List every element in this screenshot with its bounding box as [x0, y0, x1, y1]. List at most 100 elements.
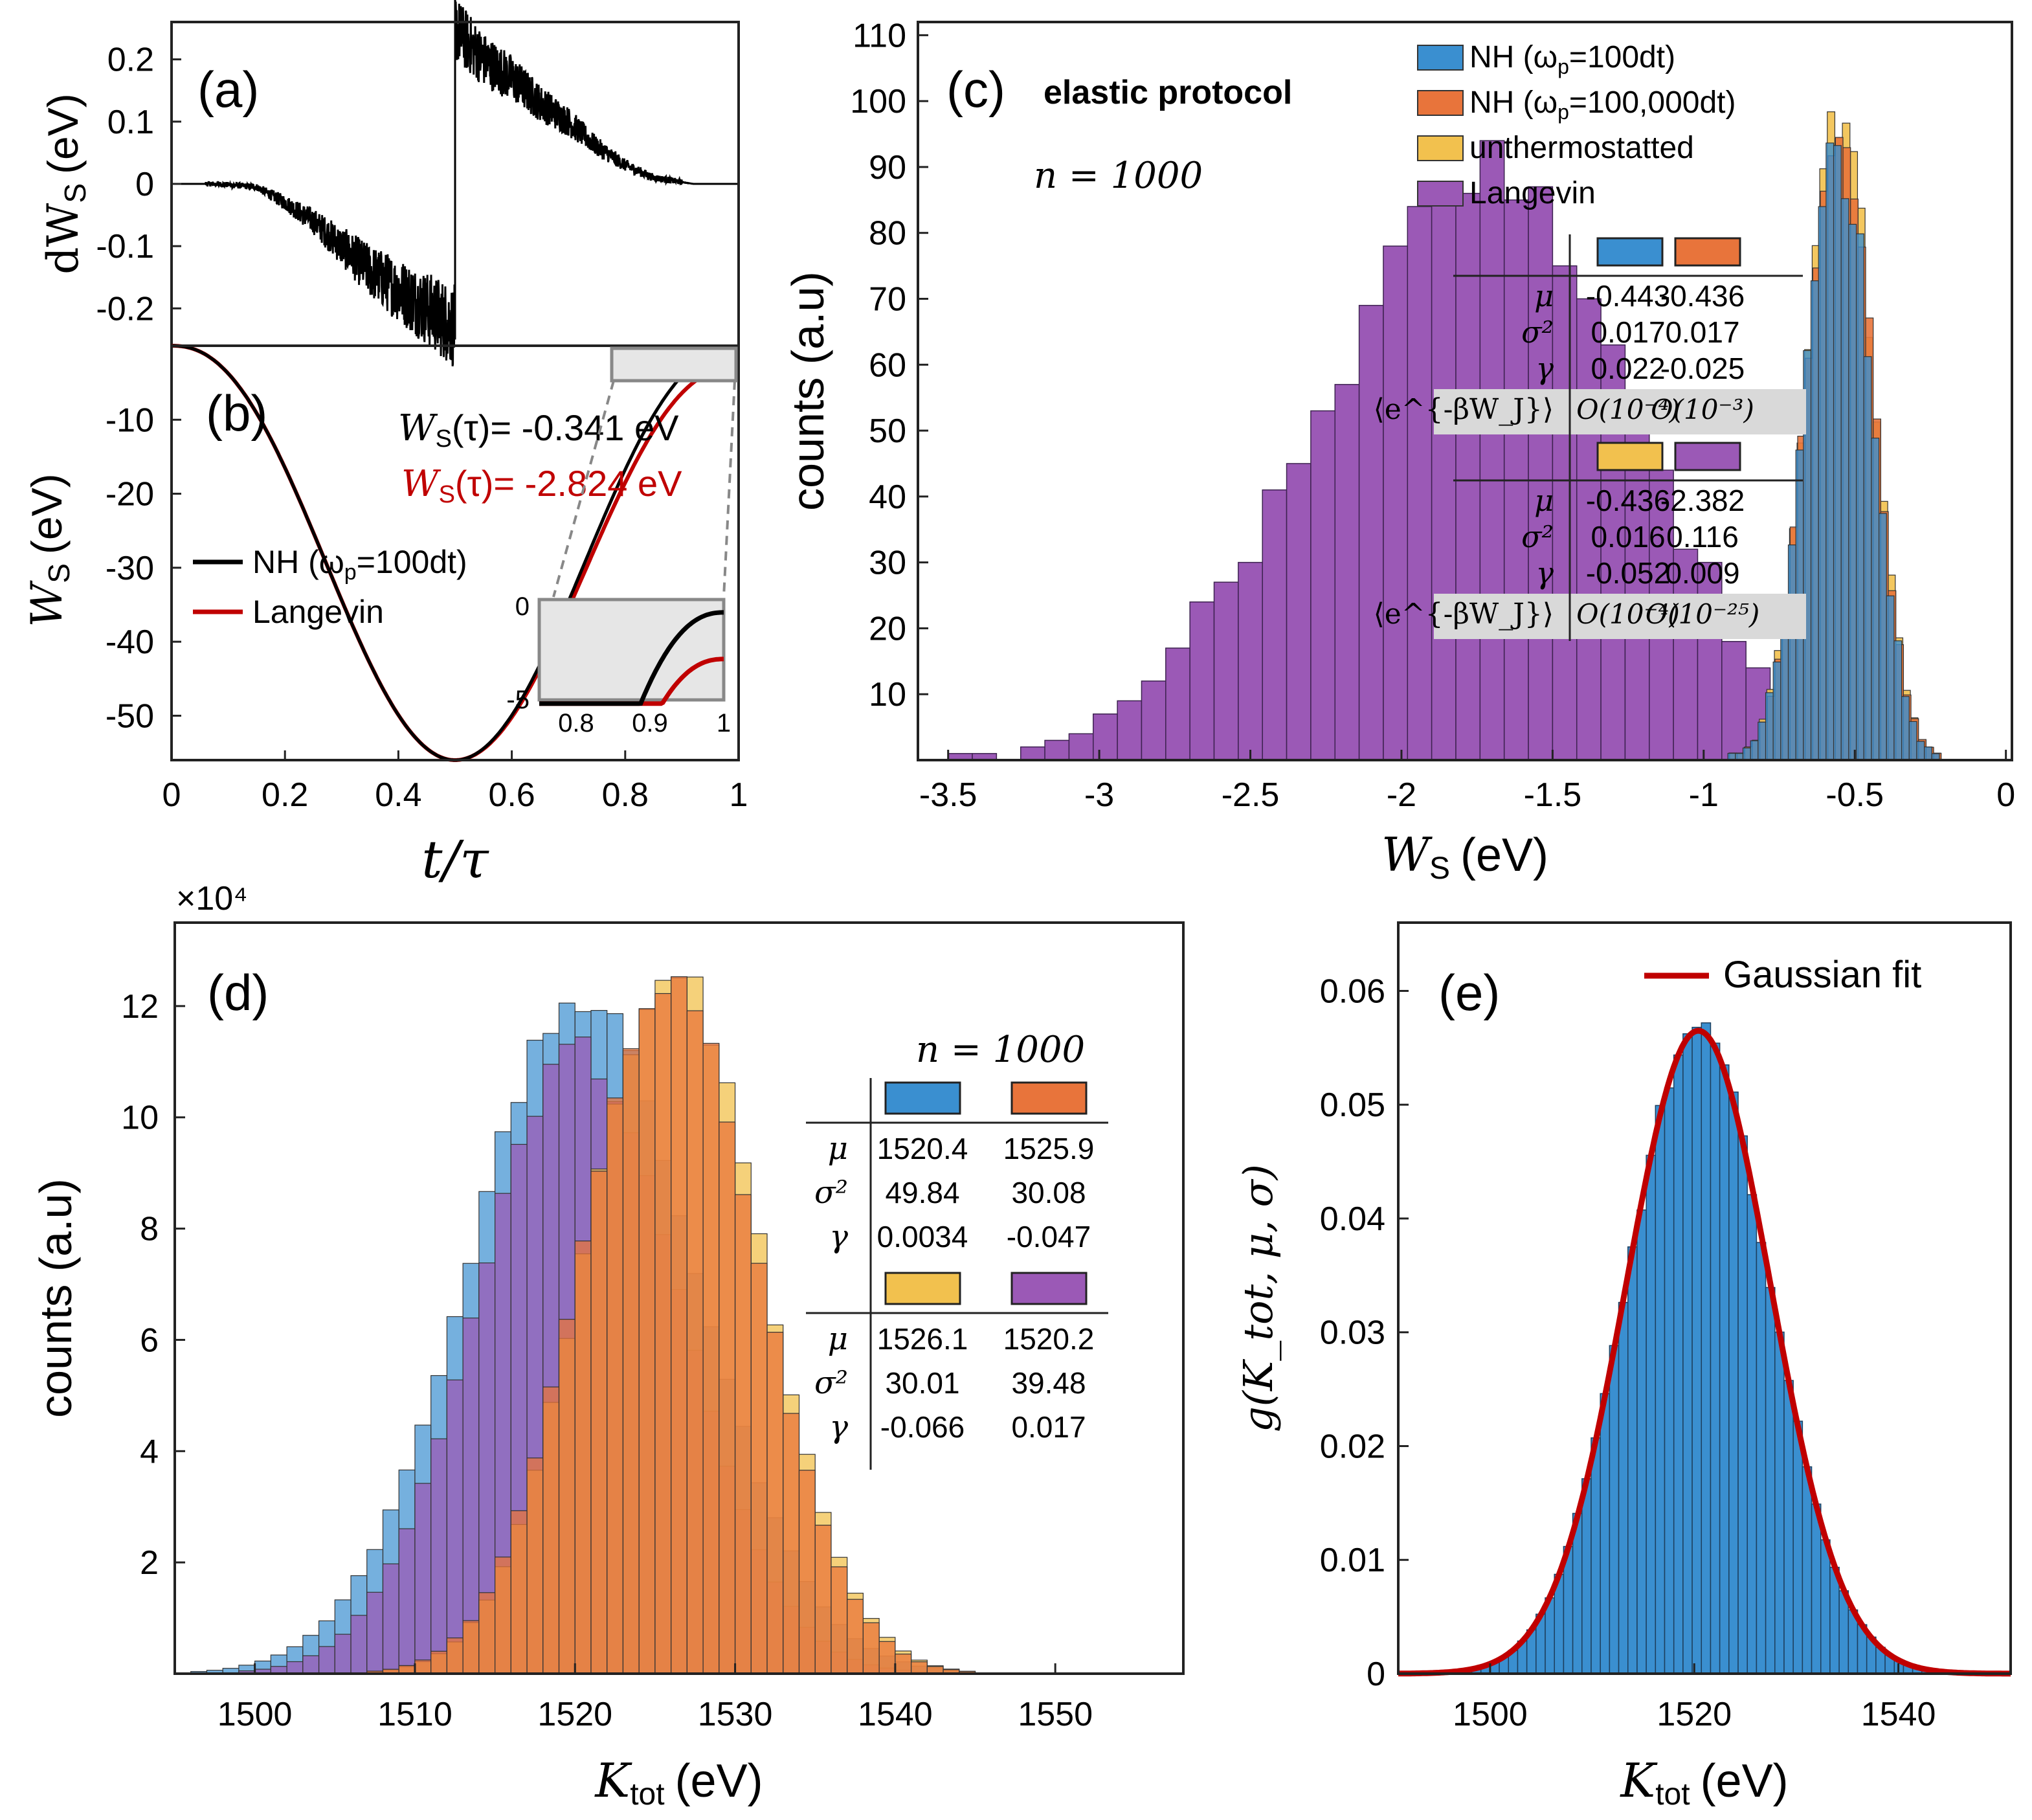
panel-d-nh100000-bar — [510, 1510, 528, 1674]
panel-d-nh100000-bar — [750, 1263, 768, 1674]
panel-c-title: elastic protocol — [1044, 74, 1292, 111]
panel-c-ytick-label: 50 — [869, 412, 906, 450]
panel-d-nh100000-bar — [766, 1332, 784, 1674]
table-cell: 0.009 — [1665, 556, 1739, 590]
panel-c-nh100-bar — [1848, 223, 1857, 761]
table-cell: 39.48 — [1011, 1366, 1086, 1400]
legend-swatch-nh100 — [1417, 45, 1464, 71]
panel-c-xtick-label: -1 — [1689, 776, 1719, 814]
panel-e-hist-bar — [1627, 1246, 1638, 1674]
table-swatch-nh100 — [884, 1081, 961, 1115]
panel-c-nh100-bar — [1855, 233, 1864, 761]
panel-e-xtick-label: 1520 — [1657, 1696, 1732, 1733]
table-row-label: γ — [829, 1219, 848, 1255]
table-swatch-nh100000 — [1674, 237, 1741, 267]
panel-e-hist-bar — [1664, 1087, 1675, 1674]
panel-c-langevin-bar — [1117, 700, 1143, 761]
legend-swatch-langevin — [1417, 181, 1464, 207]
panel-d-nh100000-bar — [734, 1194, 752, 1674]
panel-a-ytick-label: 0.1 — [107, 104, 154, 141]
panel-c-ytick-label: 90 — [869, 149, 906, 186]
table-swatch-langevin — [1674, 442, 1741, 471]
panel-c-nh100-bar — [1818, 206, 1827, 761]
panel-c-legend: NH (ωp=100dt) NH (ωp=100,000dt) unthermost… — [1417, 40, 1736, 210]
table-shade — [1434, 389, 1806, 434]
panel-c-nh100-bar — [1825, 142, 1835, 761]
panel-d-nh100000-bar — [622, 1048, 640, 1674]
panel-d-nh100000-bar — [446, 1637, 463, 1674]
legend-swatch-unthermo — [1417, 135, 1464, 161]
panel-c-nh100-bar — [1742, 747, 1751, 761]
panel-d-nh100000-bar — [558, 1319, 575, 1674]
panel-a-ytick-label: 0 — [135, 166, 154, 203]
panel-d-nh100000-bar — [798, 1470, 816, 1674]
panel-c-langevin-bar — [1431, 192, 1457, 761]
panel-d-langevin-bar — [430, 1438, 448, 1674]
table-cell: 1526.1 — [877, 1322, 968, 1356]
panel-d-nh100000-bar — [831, 1566, 848, 1674]
panel-d-nh100000-bar — [878, 1641, 896, 1674]
panel-b-xtick-label: 0.6 — [488, 776, 535, 814]
panel-c-langevin-bar — [1407, 206, 1433, 761]
panel-e-hist-bar — [1655, 1105, 1666, 1674]
panel-e-ytick-label: 0.04 — [1320, 1200, 1385, 1238]
legend-label-nh100000: NH (ωp=100,000dt) — [1469, 85, 1736, 124]
table-cell: -0.436 — [1586, 484, 1670, 517]
panel-d-nh100000-bar — [847, 1599, 864, 1674]
table-swatch-langevin — [1010, 1272, 1088, 1305]
legend-label-nh: NH (ωp=100dt) — [252, 544, 467, 585]
panel-a-label: (a) — [197, 61, 259, 118]
table-row-label: μ — [1534, 483, 1554, 518]
panel-d-nh100000-bar — [478, 1592, 496, 1674]
table-row-label: σ² — [1521, 519, 1554, 554]
inset-nh-curve — [539, 610, 724, 706]
panel-c-xlabel: WS (eV) — [1381, 827, 1548, 886]
panel-b-ytick-label: -30 — [106, 550, 154, 587]
panel-c-nh100-bar — [1833, 145, 1842, 761]
panel-d-langevin-bar — [350, 1615, 368, 1674]
panel-c-ytick-label: 40 — [869, 478, 906, 516]
table-exp-cell: O(10⁻²⁵) — [1646, 598, 1760, 630]
panel-e-hist-bar — [1618, 1301, 1629, 1674]
inset-xtick-label: 1 — [717, 709, 731, 737]
table-swatch-nh100000 — [1010, 1081, 1088, 1115]
panel-e-hist-bar — [1701, 1022, 1712, 1674]
inset-frame — [537, 598, 726, 702]
panel-e-hist-bar — [1774, 1331, 1785, 1674]
panel-d-nh100000-bar — [814, 1525, 832, 1674]
panel-c-nh100-bar — [1901, 696, 1910, 761]
panel-e-hist-bar — [1820, 1539, 1831, 1674]
table-shade — [1434, 594, 1806, 639]
inset-connector-left — [552, 380, 615, 598]
legend-label-unthermo: unthermostatted — [1469, 131, 1694, 165]
panel-e-xtick-label: 1500 — [1453, 1696, 1528, 1733]
panel-c-ytick-label: 100 — [850, 83, 906, 120]
panel-e-ytick-label: 0.06 — [1320, 972, 1385, 1010]
table-exp-cell: O(10⁻³) — [1651, 394, 1754, 425]
panel-e-hist-bar — [1737, 1135, 1748, 1674]
panel-e-ylabel: g(K_tot, μ, σ) — [1234, 1164, 1282, 1432]
panel-c-nh100-bar — [1758, 721, 1767, 761]
panel-d-ytick-label: 6 — [140, 1321, 159, 1359]
panel-d-langevin-bar — [318, 1646, 335, 1674]
panel-c-langevin-bar — [1334, 384, 1360, 761]
panel-e-hist-bar — [1728, 1091, 1739, 1674]
panel-c-langevin-bar — [1697, 561, 1723, 761]
panel-e-ytick-label: 0.01 — [1320, 1542, 1385, 1579]
panel-b-ytick-label: -10 — [106, 401, 154, 439]
panel-a-ytick-label: -0.2 — [96, 290, 154, 328]
panel-e-hist-bar — [1691, 1026, 1703, 1674]
panel-c-langevin-bar — [1213, 581, 1239, 761]
table-cell: 30.08 — [1011, 1176, 1086, 1209]
panel-e-hist-bar — [1765, 1286, 1776, 1674]
panel-d-nh100000-bar — [783, 1413, 800, 1674]
legend-label-langevin: Langevin — [1469, 176, 1596, 210]
panel-d-nh100000-bar — [542, 1386, 560, 1674]
panel-d-xtick-label: 1510 — [377, 1696, 452, 1733]
panel-d-nh100000-bar — [910, 1661, 928, 1674]
panel-c-nh100-bar — [1787, 545, 1796, 761]
panel-b-label: (b) — [206, 385, 267, 442]
panel-d-langevin-bar — [286, 1661, 304, 1674]
panel-d-xtick-label: 1500 — [218, 1696, 293, 1733]
